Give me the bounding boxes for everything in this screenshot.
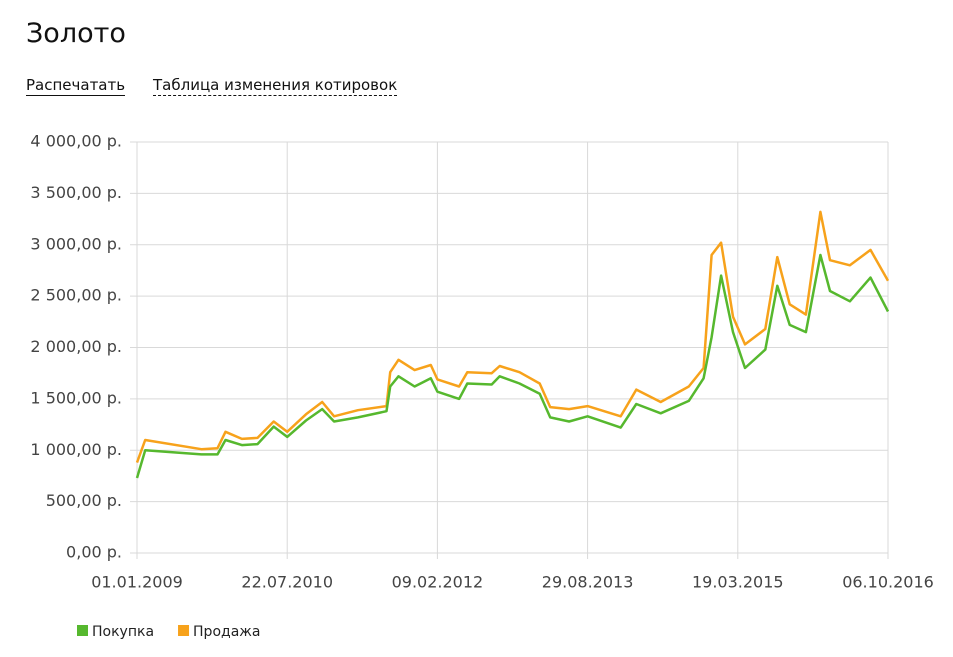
y-tick-label: 4 000,00 р. [30, 132, 122, 151]
x-tick-label: 19.03.2015 [692, 573, 784, 592]
x-tick-label: 01.01.2009 [91, 573, 183, 592]
y-tick-label: 1 500,00 р. [30, 388, 122, 407]
legend-label: Продажа [193, 624, 260, 640]
x-tick-label: 09.02.2012 [392, 573, 484, 592]
y-tick-label: 3 000,00 р. [30, 234, 122, 253]
table-link[interactable]: Таблица изменения котировок [153, 76, 398, 96]
y-tick-label: 0,00 р. [66, 543, 122, 562]
print-link[interactable]: Распечатать [26, 76, 126, 96]
series-line [135, 253, 890, 479]
x-tick-label: 06.10.2016 [842, 573, 934, 592]
y-tick-label: 1 000,00 р. [30, 440, 122, 459]
legend-swatch [77, 625, 88, 636]
legend-label: Покупка [92, 624, 154, 640]
series-line [135, 210, 890, 464]
x-tick-label: 22.07.2010 [241, 573, 333, 592]
y-tick-label: 500,00 р. [46, 491, 122, 510]
y-tick-label: 3 500,00 р. [30, 183, 122, 202]
page-title: Золото [26, 18, 126, 49]
y-tick-label: 2 000,00 р. [30, 337, 122, 356]
legend-swatch [178, 625, 190, 636]
x-tick-label: 29.08.2013 [542, 573, 634, 592]
y-tick-label: 2 500,00 р. [30, 286, 122, 305]
